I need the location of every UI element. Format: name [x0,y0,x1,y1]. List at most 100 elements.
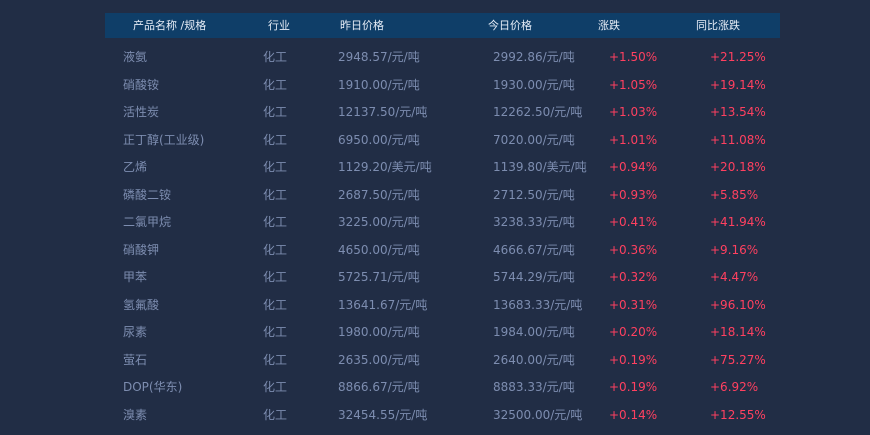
cell-today-price: 4666.67/元/吨 [493,242,575,257]
cell-product-name: 甲苯 [123,270,148,284]
cell-yesterday-price: 1910.00/元/吨 [338,77,420,92]
cell-yoy-change: +21.25% [710,50,766,64]
cell-change: +1.03% [609,105,658,119]
cell-change: +0.31% [609,297,658,312]
cell-change: +0.36% [609,242,658,257]
table-row[interactable]: 溴素 化工 32454.55/元/吨 32500.00/元/吨 +0.14% +12.55… [105,402,780,430]
cell-today-price: 1984.00/元/吨 [493,325,575,339]
cell-change: +0.94% [609,160,658,174]
cell-yesterday-price: 13641.67/元/吨 [338,297,428,312]
cell-today-price: 13683.33/元/吨 [493,297,583,312]
cell-yesterday-price: 1980.00/元/吨 [338,325,420,339]
cell-today-price: 7020.00/元/吨 [493,132,575,147]
cell-change: +0.32% [609,270,658,284]
cell-product-name: 萤石 [123,352,148,367]
cell-yesterday-price: 2687.50/元/吨 [338,187,420,202]
table-row[interactable]: 氢氟酸 化工 13641.67/元/吨 13683.33/元/吨 +0.31% +96.1… [105,292,780,320]
cell-change: +0.19% [609,352,658,367]
cell-yoy-change: +75.27% [710,352,766,367]
table-row[interactable]: 硝酸铵 化工 1910.00/元/吨 1930.00/元/吨 +1.05% +19.14% [105,72,780,100]
cell-today-price: 1930.00/元/吨 [493,77,575,92]
cell-today-price: 3238.33/元/吨 [493,215,575,229]
price-table: 产品名称 /规格 行业 昨日价格 今日价格 涨跌 同比涨跌 液氨 化工 2948.57/元/吨… [105,13,780,429]
cell-change: +0.14% [609,407,658,422]
cell-industry: 化工 [263,77,288,92]
cell-yesterday-price: 4650.00/元/吨 [338,242,420,257]
cell-product-name: 溴素 [123,407,148,422]
cell-product-name: 二氯甲烷 [123,215,172,229]
cell-change: +1.05% [609,77,658,92]
cell-industry: 化工 [263,160,288,174]
cell-industry: 化工 [263,50,288,64]
cell-yoy-change: +6.92% [710,380,759,394]
cell-yesterday-price: 8866.67/元/吨 [338,380,420,394]
header-today-price: 今日价格 [488,19,532,32]
cell-product-name: 正丁醇(工业级) [123,132,205,147]
cell-today-price: 5744.29/元/吨 [493,270,575,284]
table-row[interactable]: 液氨 化工 2948.57/元/吨 2992.86/元/吨 +1.50% +21.25% [105,44,780,72]
cell-industry: 化工 [263,325,288,339]
cell-today-price: 2640.00/元/吨 [493,352,575,367]
cell-yesterday-price: 2635.00/元/吨 [338,352,420,367]
cell-today-price: 1139.80/美元/吨 [493,160,587,174]
table-row[interactable]: 萤石 化工 2635.00/元/吨 2640.00/元/吨 +0.19% +75.27% [105,347,780,375]
cell-yoy-change: +18.14% [710,325,766,339]
cell-product-name: 硝酸铵 [123,77,160,92]
cell-product-name: 硝酸钾 [123,242,160,257]
cell-product-name: DOP(华东) [123,380,183,394]
cell-industry: 化工 [263,242,288,257]
table-row[interactable]: 硝酸钾 化工 4650.00/元/吨 4666.67/元/吨 +0.36% +9.16% [105,237,780,265]
table-row[interactable]: 活性炭 化工 12137.50/元/吨 12262.50/元/吨 +1.03% +13.5… [105,99,780,127]
header-yesterday-price: 昨日价格 [340,19,384,32]
cell-yesterday-price: 12137.50/元/吨 [338,105,428,119]
cell-yesterday-price: 6950.00/元/吨 [338,132,420,147]
table-row[interactable]: 乙烯 化工 1129.20/美元/吨 1139.80/美元/吨 +0.94% +20.18… [105,154,780,182]
cell-today-price: 8883.33/元/吨 [493,380,575,394]
cell-yoy-change: +11.08% [710,132,766,147]
cell-industry: 化工 [263,297,288,312]
cell-today-price: 2992.86/元/吨 [493,50,575,64]
cell-yoy-change: +13.54% [710,105,766,119]
table-row[interactable]: 二氯甲烷 化工 3225.00/元/吨 3238.33/元/吨 +0.41% +41.94… [105,209,780,237]
cell-yoy-change: +19.14% [710,77,766,92]
cell-industry: 化工 [263,407,288,422]
cell-yoy-change: +96.10% [710,297,766,312]
header-industry: 行业 [268,19,290,32]
cell-industry: 化工 [263,132,288,147]
header-yoy-change: 同比涨跌 [696,19,740,32]
table-header: 产品名称 /规格 行业 昨日价格 今日价格 涨跌 同比涨跌 [105,13,780,38]
table-row[interactable]: 磷酸二铵 化工 2687.50/元/吨 2712.50/元/吨 +0.93% +5.85% [105,182,780,210]
cell-yesterday-price: 2948.57/元/吨 [338,50,420,64]
cell-change: +0.41% [609,215,658,229]
cell-product-name: 氢氟酸 [123,297,160,312]
table-body: 液氨 化工 2948.57/元/吨 2992.86/元/吨 +1.50% +21.25% 硝… [105,44,780,429]
cell-change: +0.93% [609,187,658,202]
header-change: 涨跌 [598,19,620,32]
cell-yoy-change: +4.47% [710,270,759,284]
cell-industry: 化工 [263,215,288,229]
cell-industry: 化工 [263,187,288,202]
cell-product-name: 活性炭 [123,105,160,119]
cell-today-price: 2712.50/元/吨 [493,187,575,202]
cell-yoy-change: +41.94% [710,215,766,229]
cell-today-price: 32500.00/元/吨 [493,407,583,422]
cell-product-name: 乙烯 [123,160,148,174]
cell-product-name: 液氨 [123,50,148,64]
cell-product-name: 尿素 [123,325,148,339]
table-row[interactable]: 甲苯 化工 5725.71/元/吨 5744.29/元/吨 +0.32% +4.47% [105,264,780,292]
cell-change: +0.20% [609,325,658,339]
cell-change: +0.19% [609,380,658,394]
cell-yesterday-price: 5725.71/元/吨 [338,270,420,284]
cell-industry: 化工 [263,270,288,284]
cell-product-name: 磷酸二铵 [123,187,172,202]
cell-yesterday-price: 3225.00/元/吨 [338,215,420,229]
cell-industry: 化工 [263,105,288,119]
cell-change: +1.50% [609,50,658,64]
cell-yoy-change: +20.18% [710,160,766,174]
table-row[interactable]: 尿素 化工 1980.00/元/吨 1984.00/元/吨 +0.20% +18.14% [105,319,780,347]
table-row[interactable]: 正丁醇(工业级) 化工 6950.00/元/吨 7020.00/元/吨 +1.01% +1… [105,127,780,155]
cell-yoy-change: +9.16% [710,242,759,257]
table-row[interactable]: DOP(华东) 化工 8866.67/元/吨 8883.33/元/吨 +0.19% +6.… [105,374,780,402]
cell-yoy-change: +12.55% [710,407,766,422]
header-product-name: 产品名称 /规格 [133,19,207,32]
